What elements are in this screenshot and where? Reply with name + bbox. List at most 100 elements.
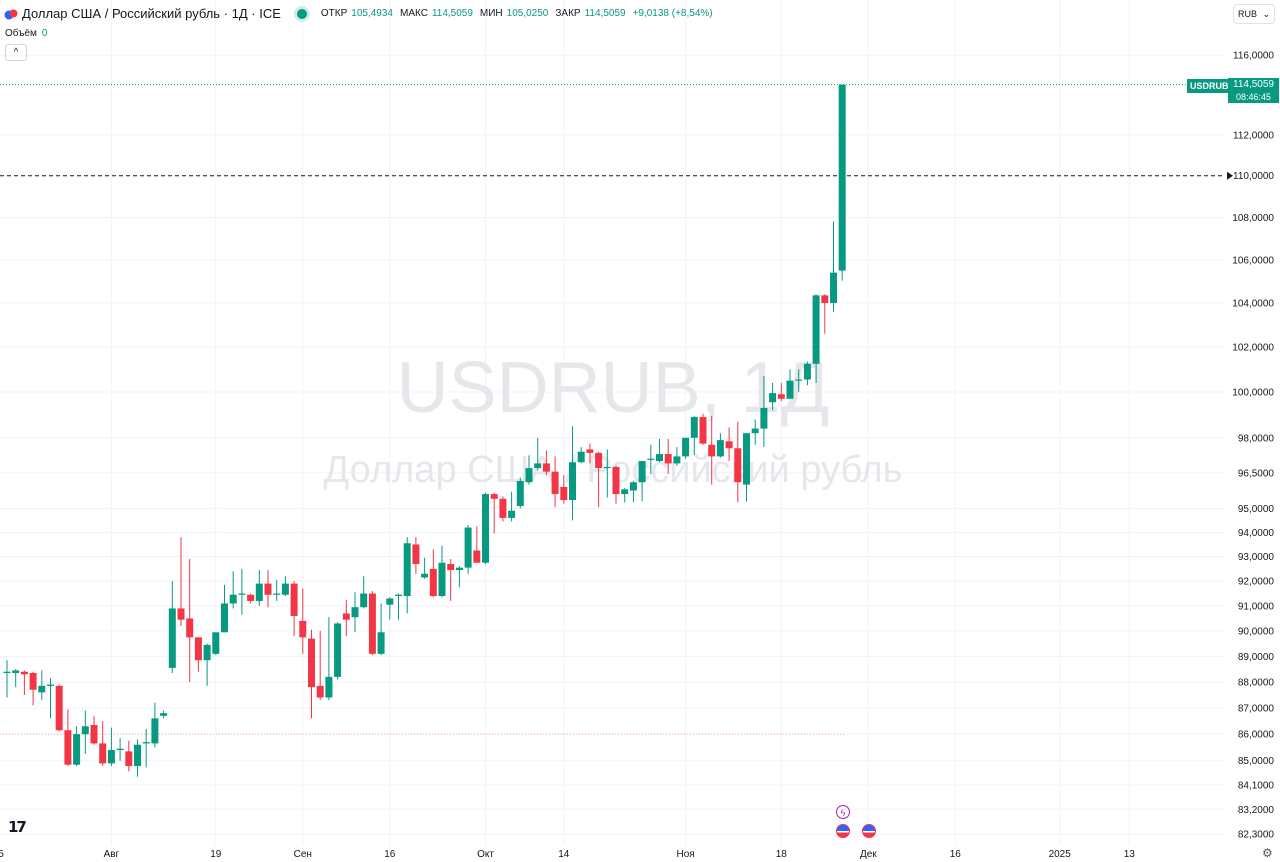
candle [386,597,394,620]
candle-body [177,608,185,620]
candle [621,488,629,503]
time-tick-label: Ноя [676,849,694,860]
candle [264,570,272,608]
price-tick-label: 98,0000 [1238,433,1275,444]
candle [247,593,255,604]
symbol-title[interactable]: Доллар США / Российский рубль · 1Д · ICE [22,6,281,21]
candle-body [255,583,263,601]
candle [734,421,742,503]
candle [90,715,98,745]
candle-body [229,594,237,604]
volume-value: 0 [41,28,48,39]
price-tick-label: 102,0000 [1232,343,1274,354]
us-flag-icon[interactable] [836,824,850,838]
price-tick-label: 86,0000 [1238,730,1275,741]
price-tick-label: 83,2000 [1238,805,1275,816]
candle [134,739,141,777]
candle-body [647,458,655,460]
candle [629,481,637,503]
candle [473,526,481,563]
candle [786,369,794,399]
tradingview-logo-icon[interactable]: 17 [8,818,27,836]
high-value: 114,5059 [431,8,473,19]
candle-body [490,494,498,499]
candle [421,557,429,579]
candle [168,581,176,674]
price-tick-label: 87,0000 [1238,703,1275,714]
candle [690,415,698,456]
open-value: 105,4934 [351,8,393,19]
time-tick-label: 19 [210,849,222,860]
price-axis[interactable]: 116,0000 112,0000 110,0000 108,0000 106,0000… [1232,51,1274,841]
candle-body [421,573,429,578]
price-tick-label: 116,0000 [1233,51,1274,62]
candle [308,629,315,719]
candle-body [699,417,707,444]
time-tick-label: 14 [558,849,570,860]
candle-body [664,454,672,464]
currency-select[interactable]: RUB ⌄ [1233,4,1275,24]
candle [830,221,837,312]
candle [177,537,185,626]
candle [595,451,603,508]
candle-body [334,623,342,677]
price-tick-label: 92,0000 [1238,577,1275,588]
candle-body [682,437,690,457]
price-tick-label: 84,1000 [1238,780,1275,791]
candle [638,461,646,502]
candle [760,376,768,448]
close-label: ЗАКР [555,8,581,19]
candle [551,456,559,508]
price-tick-label: 100,0000 [1232,387,1274,398]
candle [3,660,11,698]
candle [334,622,342,680]
collapse-legend-button[interactable]: ^ [5,44,27,61]
candle [464,525,472,574]
open-label: ОТКР [320,8,348,19]
candle [125,740,133,772]
candle-body [212,632,220,654]
candle [351,592,359,633]
candle-body [12,670,20,674]
time-tick-label: Сен [294,849,312,860]
candle-body [281,583,289,595]
candle-body [603,466,611,469]
candle [160,710,168,719]
gear-icon[interactable]: ⚙ [1262,846,1273,860]
candle [612,465,620,504]
candle [482,492,489,564]
time-tick-label: 13 [1124,849,1136,860]
candle-body [795,379,803,381]
candle [455,566,463,588]
time-axis[interactable]: 15 Авг 19 Сен 16 Окт 14 Ноя 18 Дек 16 2025 13 [0,849,1135,860]
candle [708,415,716,485]
candle [377,603,385,656]
candle-body [90,724,98,744]
lightning-icon[interactable]: ϟ [836,805,850,819]
candle [29,671,37,706]
time-tick-label: 18 [776,849,788,860]
price-tick-label: 104,0000 [1232,298,1274,309]
candle-body [377,632,385,654]
candle [281,576,289,596]
candle-body [151,718,159,744]
candle [569,426,576,521]
candle [499,496,507,522]
candle [325,617,333,701]
watermark-symbol: USDRUB, 1Д [397,348,830,428]
candle [656,438,663,463]
candle-body [368,593,376,654]
market-status-icon[interactable] [296,8,307,19]
candle [403,537,411,614]
candle-body [751,428,759,434]
candle [238,568,246,615]
us-flag-icon[interactable] [862,824,876,838]
candle-body [447,563,455,571]
candle-body [534,463,542,469]
price-tick-label: 106,0000 [1232,255,1274,266]
candle-body [403,543,411,596]
price-tick-label: 85,0000 [1238,756,1275,767]
candle [560,475,568,504]
candle-body [464,527,472,568]
